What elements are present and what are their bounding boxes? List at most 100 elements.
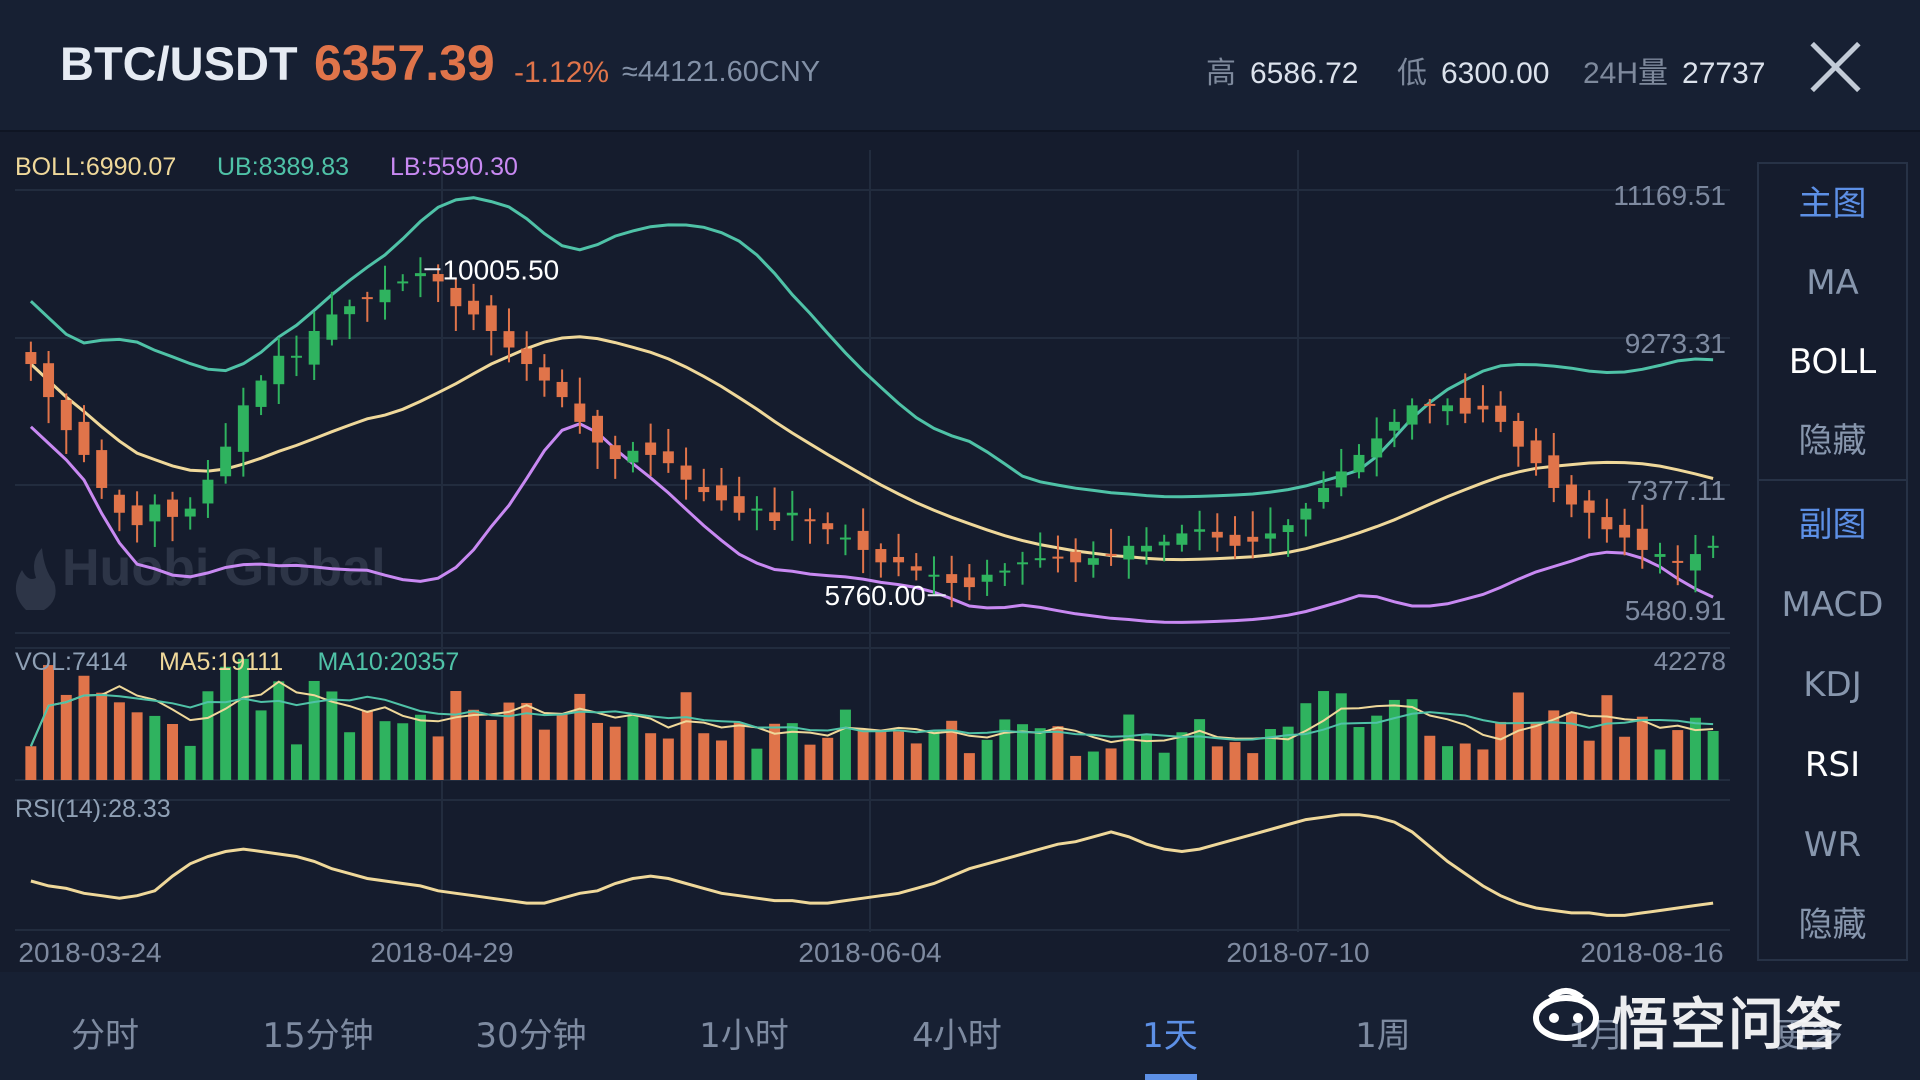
sub-indicator-4[interactable]: 隐藏 xyxy=(1798,905,1867,945)
panel-divider xyxy=(1759,479,1906,481)
candle-body xyxy=(928,574,940,577)
volume-bar xyxy=(202,691,214,780)
candle-body xyxy=(1442,405,1454,412)
volume-bar xyxy=(1689,717,1701,780)
volume-bar xyxy=(645,733,657,780)
volume-bar xyxy=(96,692,108,780)
close-icon[interactable] xyxy=(1806,38,1864,96)
candle-body xyxy=(1123,545,1135,560)
candles xyxy=(25,257,1719,608)
candle-body xyxy=(1318,487,1330,503)
price-axis-tick: 11169.51 xyxy=(1613,180,1726,211)
sub-indicator-1[interactable]: KDJ xyxy=(1803,665,1862,705)
candle-body xyxy=(893,556,905,563)
candle-body xyxy=(503,331,515,348)
volume-bar xyxy=(414,714,426,780)
volume-bar xyxy=(1442,746,1454,780)
volume-bar xyxy=(680,692,692,780)
sub-indicator-2[interactable]: RSI xyxy=(1804,745,1861,785)
huobi-flame-icon xyxy=(15,548,56,610)
date-axis-tick: 2018-07-10 xyxy=(1226,937,1369,968)
volume-bar xyxy=(574,693,586,780)
volume-bar xyxy=(1140,735,1152,780)
volume-bar xyxy=(609,726,621,780)
candle-body xyxy=(963,577,975,588)
volume-bar xyxy=(167,723,179,780)
volume-bar xyxy=(1672,730,1684,780)
candle-body xyxy=(609,445,621,460)
interval-tab-6[interactable]: 1周 xyxy=(1355,1016,1411,1056)
candle-body xyxy=(822,523,834,530)
active-tab-indicator xyxy=(1145,1074,1197,1080)
boll-upper-line xyxy=(29,196,1714,499)
candle-body xyxy=(680,465,692,480)
date-axis-tick: 2018-06-04 xyxy=(798,937,941,968)
volume-bar xyxy=(910,743,922,780)
interval-tab-0[interactable]: 分时 xyxy=(71,1016,139,1056)
volume-bar xyxy=(1070,755,1082,780)
volume-value: 27737 xyxy=(1682,57,1766,90)
candle-body xyxy=(521,348,533,365)
candle-body xyxy=(1689,554,1701,571)
low-value: 6300.00 xyxy=(1441,57,1550,90)
volume-bar xyxy=(1158,752,1170,780)
candle-body xyxy=(131,505,143,526)
interval-tab-8[interactable]: 更多 xyxy=(1775,1016,1843,1056)
volume-bar xyxy=(379,721,391,780)
candle-body xyxy=(715,485,727,501)
boll-legend: LB:5590.30 xyxy=(390,153,518,181)
candle-body xyxy=(1300,508,1312,520)
candle-body xyxy=(804,519,816,522)
volume-bar xyxy=(503,702,515,780)
sub-indicator-3[interactable]: WR xyxy=(1803,825,1862,865)
interval-tab-4[interactable]: 4小时 xyxy=(912,1016,1002,1056)
volume-bar xyxy=(928,730,940,780)
candle-body xyxy=(485,305,497,331)
volume-bar xyxy=(1583,740,1595,780)
candle-body xyxy=(149,504,161,522)
wukong-logo-text: 悟空问答 xyxy=(1612,993,1844,1058)
volume-bar xyxy=(786,723,798,780)
date-axis-tick: 2018-08-16 xyxy=(1580,937,1723,968)
last-price: 6357.39 xyxy=(314,35,495,91)
candle-body xyxy=(167,499,179,517)
volume-axis-tick: 42278 xyxy=(1654,646,1726,676)
volume-bar xyxy=(1247,753,1259,780)
interval-tab-3[interactable]: 1小时 xyxy=(699,1016,789,1056)
volume-bar xyxy=(1530,723,1542,780)
main-chart-heading[interactable]: 主图 xyxy=(1798,184,1867,224)
volume-bar xyxy=(822,737,834,780)
volume-bar xyxy=(875,731,887,780)
sub-chart-heading[interactable]: 副图 xyxy=(1798,505,1867,545)
volume-bar xyxy=(1318,691,1330,780)
price-change: -1.12% xyxy=(514,56,610,89)
main-indicator-0[interactable]: MA xyxy=(1806,263,1859,303)
date-axis-tick: 2018-04-29 xyxy=(370,937,513,968)
candle-body xyxy=(1495,405,1507,422)
candle-body xyxy=(1194,529,1206,532)
candle-body xyxy=(1353,454,1365,473)
volume-bar xyxy=(627,716,639,780)
kline-chart[interactable]: Huobi Global10005.505760.0011169.519273.… xyxy=(0,130,1740,972)
candle-body xyxy=(220,446,232,477)
interval-tab-1[interactable]: 15分钟 xyxy=(262,1016,374,1056)
candle-body xyxy=(450,287,462,307)
price-axis-tick: 7377.11 xyxy=(1627,475,1726,506)
main-indicator-2[interactable]: 隐藏 xyxy=(1798,421,1867,461)
volume-bar xyxy=(592,722,604,780)
candle-body xyxy=(1229,534,1241,546)
volume-bar xyxy=(1176,732,1188,780)
main-indicator-1[interactable]: BOLL xyxy=(1788,342,1877,382)
volume-bar xyxy=(326,691,338,780)
candle-body xyxy=(1388,421,1400,431)
volume-bar xyxy=(1477,749,1489,780)
volume-bar xyxy=(556,714,568,780)
candle-body xyxy=(875,549,887,563)
sub-indicator-0[interactable]: MACD xyxy=(1781,585,1884,625)
trading-pair[interactable]: BTC/USDT xyxy=(60,37,298,90)
interval-tab-2[interactable]: 30分钟 xyxy=(475,1016,587,1056)
interval-tab-5[interactable]: 1天 xyxy=(1142,1016,1198,1056)
min-price-label: 5760.00 xyxy=(824,580,925,611)
candle-body xyxy=(25,352,37,365)
volume-bar xyxy=(485,719,497,780)
